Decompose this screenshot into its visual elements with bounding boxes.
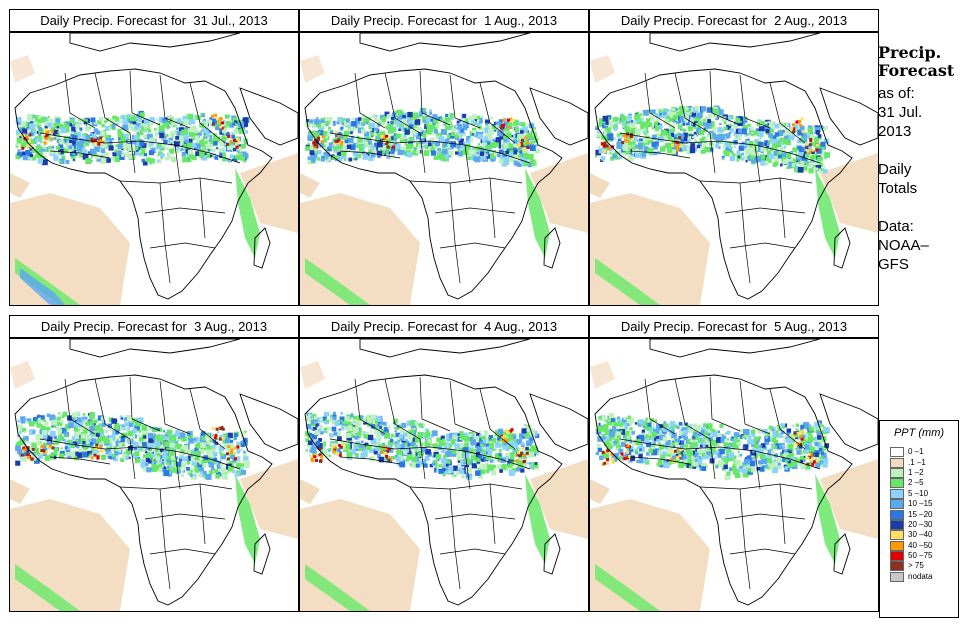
legend-label: 20 –30 [908, 519, 933, 529]
precip-map [299, 32, 589, 306]
legend-swatch [890, 571, 904, 582]
legend-swatch [890, 519, 904, 530]
legend-label: nodata [908, 571, 933, 581]
legend-label: 2 –5 [908, 478, 924, 488]
legend-label: .1 –1 [908, 457, 926, 467]
legend-label: 40 –50 [908, 540, 933, 550]
panel-title: Daily Precip. Forecast for 31 Jul., 2013 [9, 9, 299, 32]
legend-swatch [890, 509, 904, 520]
legend-row: 10 –15 [890, 499, 958, 510]
data-source-label: Data: [878, 218, 914, 235]
forecast-panel-6: Daily Precip. Forecast for 5 Aug., 2013 [589, 315, 879, 612]
legend-row: 20 –30 [890, 519, 958, 530]
legend-swatch [890, 499, 904, 510]
panel-title: Daily Precip. Forecast for 5 Aug., 2013 [589, 315, 879, 338]
forecast-panel-4: Daily Precip. Forecast for 3 Aug., 2013 [9, 315, 299, 612]
legend-row: .1 –1 [890, 457, 958, 468]
legend-swatch [890, 540, 904, 551]
legend-row: 2 –5 [890, 478, 958, 489]
sidebar-title-line2: Forecast [878, 61, 955, 80]
sidebar-title-line1: Precip. [878, 43, 942, 62]
forecast-panel-3: Daily Precip. Forecast for 2 Aug., 2013 [589, 9, 879, 306]
legend-row: 30 –40 [890, 530, 958, 541]
legend-swatch [890, 478, 904, 489]
legend-row: 5 –10 [890, 488, 958, 499]
legend-row: 40 –50 [890, 540, 958, 551]
legend-swatch [890, 561, 904, 572]
legend-label: 10 –15 [908, 499, 933, 509]
forecast-panel-2: Daily Precip. Forecast for 1 Aug., 2013 [299, 9, 589, 306]
as-of-year: 2013 [878, 123, 912, 140]
legend-label: 15 –20 [908, 509, 933, 519]
legend-label: 30 –40 [908, 530, 933, 540]
as-of-date: 31 Jul. [878, 104, 923, 121]
legend-swatch [890, 467, 904, 478]
legend-row: > 75 [890, 561, 958, 572]
legend-label: 50 –75 [908, 551, 933, 561]
precip-map [299, 338, 589, 612]
panel-title: Daily Precip. Forecast for 3 Aug., 2013 [9, 315, 299, 338]
legend-label: 5 –10 [908, 488, 929, 498]
legend-label: 1 –2 [908, 467, 924, 477]
legend-swatch [890, 488, 904, 499]
forecast-panel-5: Daily Precip. Forecast for 4 Aug., 2013 [299, 315, 589, 612]
precip-map [589, 338, 879, 612]
data-source-line3: GFS [878, 256, 909, 273]
precip-map [9, 32, 299, 306]
data-source-line2: NOAA– [878, 237, 929, 254]
legend-label: 0 –1 [908, 447, 924, 457]
legend-row: 0 –1 [890, 447, 958, 458]
legend-swatch [890, 447, 904, 458]
legend-row: 15 –20 [890, 509, 958, 520]
precip-map [9, 338, 299, 612]
panel-title: Daily Precip. Forecast for 2 Aug., 2013 [589, 9, 879, 32]
sidebar-info: Precip. Forecast as of: 31 Jul. 2013 Dai… [878, 44, 963, 274]
as-of-label: as of: [878, 85, 915, 102]
panel-title: Daily Precip. Forecast for 1 Aug., 2013 [299, 9, 589, 32]
totals-line1: Daily [878, 161, 912, 178]
legend-swatch [890, 551, 904, 562]
legend-row: 1 –2 [890, 467, 958, 478]
legend-title: PPT (mm) [893, 427, 945, 439]
legend-label: > 75 [908, 561, 924, 571]
panel-title: Daily Precip. Forecast for 4 Aug., 2013 [299, 315, 589, 338]
precip-map [589, 32, 879, 306]
precip-legend: PPT (mm) 0 –1.1 –1 1 –2 2 –5 5 –10 10 –15 15 … [879, 420, 959, 618]
legend-row: 50 –75 [890, 551, 958, 562]
legend-swatch [890, 457, 904, 468]
forecast-panel-1: Daily Precip. Forecast for 31 Jul., 2013 [9, 9, 299, 306]
legend-swatch [890, 530, 904, 541]
totals-line2: Totals [878, 180, 918, 197]
legend-row: nodata [890, 571, 958, 582]
